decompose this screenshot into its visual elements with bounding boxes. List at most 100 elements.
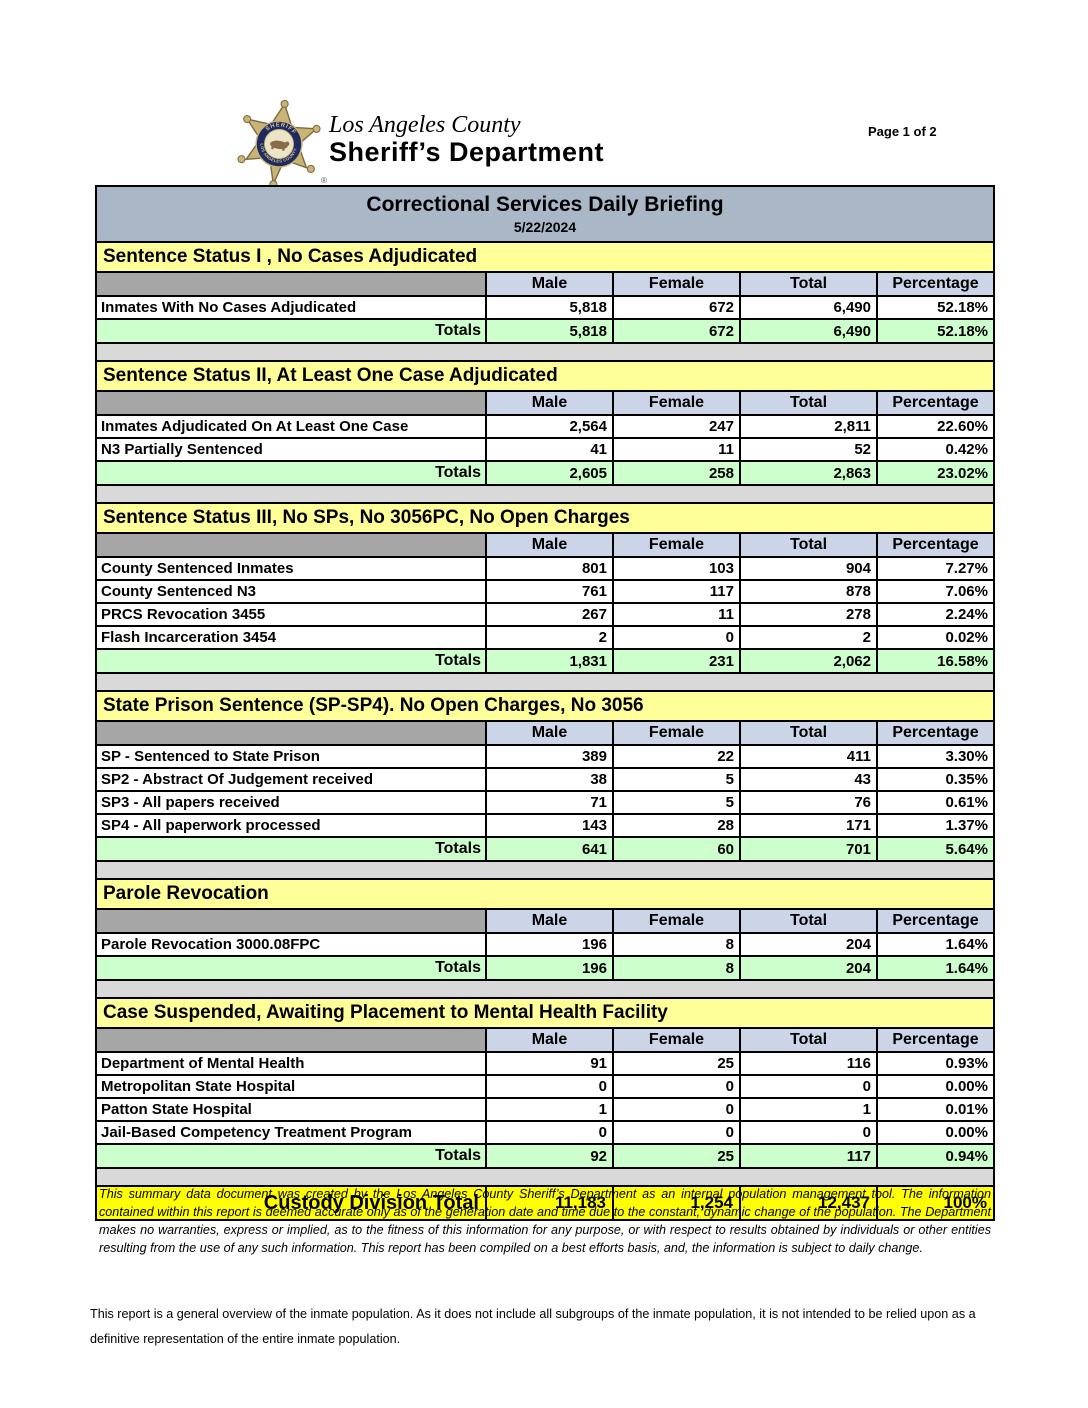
value-cell: 267 [485, 602, 614, 627]
value-cell: 204 [739, 932, 878, 957]
data-row: Department of Mental Health 91 25 116 0.93% [95, 1051, 995, 1076]
value-cell: 52.18% [876, 295, 995, 320]
report-title: Correctional Services Daily Briefing [366, 193, 724, 216]
logo-county-text: Los Angeles County [329, 112, 521, 138]
data-row: N3 Partially Sentenced 41 11 52 0.42% [95, 437, 995, 462]
spacer-cell [95, 1167, 995, 1187]
grand-total-row: Custody Division Total 11,183 1,254 12,4… [95, 1185, 995, 1221]
data-row: Flash Incarceration 3454 2 0 2 0.02% [95, 625, 995, 650]
corner-cell [95, 720, 487, 746]
data-row: Parole Revocation 3000.08FPC 196 8 204 1.64% [95, 932, 995, 957]
corner-cell [95, 271, 487, 297]
value-cell: 41 [485, 437, 614, 462]
value-cell: 3.30% [876, 744, 995, 769]
row-label: SP3 - All papers received [95, 790, 487, 815]
value-cell: 0.61% [876, 790, 995, 815]
column-header: Female [612, 390, 741, 416]
grand-total-female: 1,254 [612, 1185, 741, 1221]
column-header: Female [612, 1027, 741, 1053]
value-cell: 71 [485, 790, 614, 815]
column-header: Female [612, 532, 741, 558]
data-row: Metropolitan State Hospital 0 0 0 0.00% [95, 1074, 995, 1099]
column-header: Percentage [876, 1027, 995, 1053]
value-cell: 11 [612, 437, 741, 462]
row-label: SP4 - All paperwork processed [95, 813, 487, 838]
value-cell: 0 [739, 1120, 878, 1145]
value-cell: 25 [612, 1051, 741, 1076]
title-row: Correctional Services Daily Briefing 5/2… [95, 185, 995, 243]
value-cell: 6,490 [739, 295, 878, 320]
totals-value: 0.94% [876, 1143, 995, 1169]
report-table-body: Correctional Services Daily Briefing 5/2… [95, 185, 995, 1221]
column-header: Percentage [876, 908, 995, 934]
value-cell: 91 [485, 1051, 614, 1076]
sheriff-star-badge-icon: SHERIFF LOS ANGELES COUNTY [237, 99, 321, 189]
value-cell: 247 [612, 414, 741, 439]
totals-row: Totals 641 60 701 5.64% [95, 836, 995, 862]
column-header: Female [612, 908, 741, 934]
value-cell: 0 [612, 625, 741, 650]
grand-total-male: 11,183 [485, 1185, 614, 1221]
totals-value: 117 [739, 1143, 878, 1169]
section-title: Sentence Status III, No SPs, No 3056PC, … [95, 502, 995, 534]
column-header: Male [485, 720, 614, 746]
totals-label: Totals [95, 648, 487, 674]
value-cell: 171 [739, 813, 878, 838]
value-cell: 0 [612, 1074, 741, 1099]
totals-row: Totals 92 25 117 0.94% [95, 1143, 995, 1169]
row-label: N3 Partially Sentenced [95, 437, 487, 462]
totals-row: Totals 1,831 231 2,062 16.58% [95, 648, 995, 674]
column-header: Percentage [876, 720, 995, 746]
column-header: Male [485, 908, 614, 934]
data-row: Inmates With No Cases Adjudicated 5,818 67… [95, 295, 995, 320]
row-label: County Sentenced Inmates [95, 556, 487, 581]
value-cell: 2,811 [739, 414, 878, 439]
row-label: SP2 - Abstract Of Judgement received [95, 767, 487, 792]
section-header-row: Sentence Status I , No Cases Adjudicated [95, 241, 995, 273]
value-cell: 878 [739, 579, 878, 604]
totals-value: 16.58% [876, 648, 995, 674]
column-header: Male [485, 532, 614, 558]
value-cell: 0.93% [876, 1051, 995, 1076]
totals-value: 52.18% [876, 318, 995, 344]
section-header-row: Parole Revocation [95, 878, 995, 910]
column-header: Total [739, 390, 878, 416]
column-header-row: Male Female Total Percentage [95, 720, 995, 746]
spacer-cell [95, 860, 995, 880]
value-cell: 1.37% [876, 813, 995, 838]
totals-value: 204 [739, 955, 878, 981]
section-title: Sentence Status II, At Least One Case Ad… [95, 360, 995, 392]
value-cell: 0 [485, 1074, 614, 1099]
section-title: Case Suspended, Awaiting Placement to Me… [95, 997, 995, 1029]
totals-label: Totals [95, 318, 487, 344]
column-header: Male [485, 390, 614, 416]
column-header: Male [485, 1027, 614, 1053]
column-header: Female [612, 720, 741, 746]
value-cell: 5 [612, 790, 741, 815]
totals-label: Totals [95, 836, 487, 862]
grand-total-label: Custody Division Total [95, 1185, 487, 1221]
value-cell: 0 [739, 1074, 878, 1099]
totals-value: 25 [612, 1143, 741, 1169]
report-table: Correctional Services Daily Briefing 5/2… [95, 185, 995, 1221]
spacer-row [95, 860, 995, 880]
row-label: Inmates Adjudicated On At Least One Case [95, 414, 487, 439]
value-cell: 1 [485, 1097, 614, 1122]
value-cell: 0 [612, 1097, 741, 1122]
corner-cell [95, 908, 487, 934]
totals-value: 1.64% [876, 955, 995, 981]
column-header: Total [739, 1027, 878, 1053]
bear-emblem [270, 140, 290, 151]
value-cell: 801 [485, 556, 614, 581]
section-header-row: State Prison Sentence (SP-SP4). No Open … [95, 690, 995, 722]
data-row: Inmates Adjudicated On At Least One Case… [95, 414, 995, 439]
totals-value: 641 [485, 836, 614, 862]
value-cell: 0.02% [876, 625, 995, 650]
value-cell: 117 [612, 579, 741, 604]
value-cell: 196 [485, 932, 614, 957]
row-label: County Sentenced N3 [95, 579, 487, 604]
column-header-row: Male Female Total Percentage [95, 271, 995, 297]
section-title: State Prison Sentence (SP-SP4). No Open … [95, 690, 995, 722]
spacer-row [95, 979, 995, 999]
value-cell: 0.01% [876, 1097, 995, 1122]
